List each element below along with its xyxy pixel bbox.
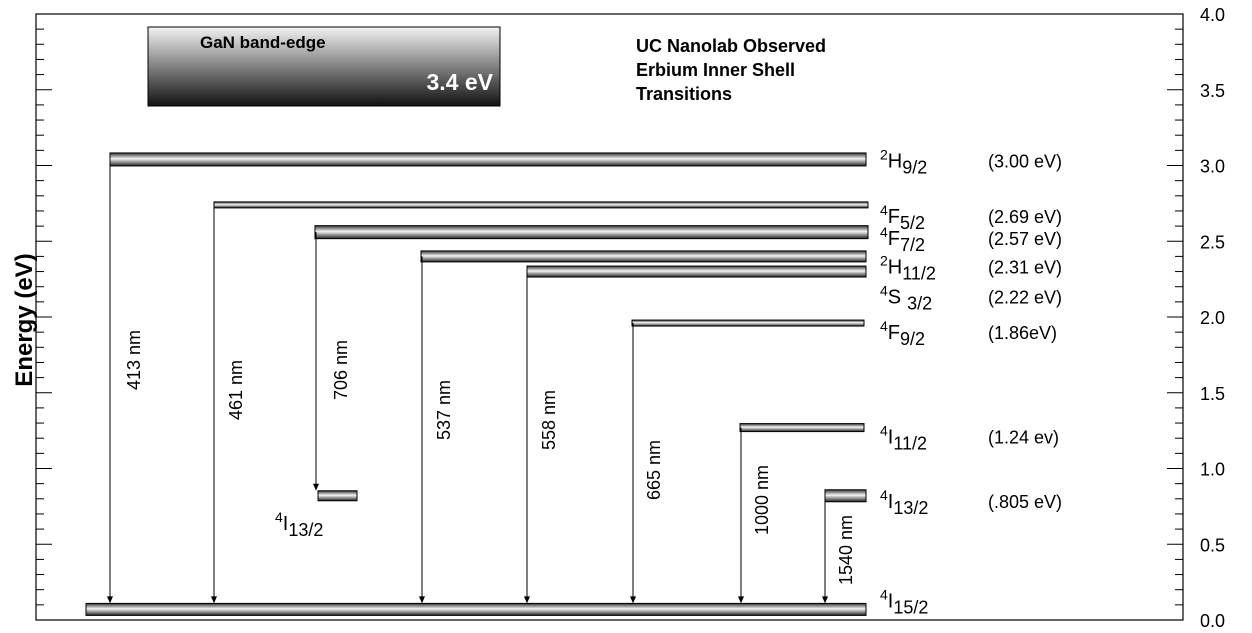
y-tick-label: 2.5 <box>1200 232 1225 252</box>
energy-label: (3.00 eV) <box>988 151 1062 171</box>
term-sup: 4 <box>880 283 888 299</box>
transition-label: 1000 nm <box>752 465 772 535</box>
y-tick-label: 3.0 <box>1200 157 1225 177</box>
term-sub: 13/2 <box>893 498 928 518</box>
term-label: 4F7/2 <box>880 224 925 255</box>
transition-label: 1540 nm <box>836 515 856 585</box>
term-main: H <box>888 256 902 278</box>
transition-label: 706 nm <box>331 340 351 400</box>
arrow-head <box>313 483 319 491</box>
term-sup: 4 <box>880 586 888 602</box>
level-bar <box>739 423 865 433</box>
energy-label: (.805 eV) <box>988 492 1062 512</box>
y-tick-label: 1.5 <box>1200 384 1225 404</box>
term-sub: 5/2 <box>900 213 925 233</box>
term-sub: 15/2 <box>893 597 928 617</box>
y-tick-label: 4.0 <box>1200 5 1225 25</box>
term-sub: 9/2 <box>900 329 925 349</box>
arrow-head <box>738 596 744 604</box>
band-edge-box <box>147 26 501 107</box>
level-bar <box>109 152 867 167</box>
term-label: 4I15/2 <box>880 586 928 617</box>
title: UC Nanolab Observed <box>636 36 826 56</box>
arrow-head <box>107 596 113 604</box>
transition-label: 558 nm <box>539 390 559 450</box>
transition-label: 537 nm <box>434 380 454 440</box>
term-main: F <box>888 206 900 228</box>
y-tick-label: 1.0 <box>1200 460 1225 480</box>
level-bar <box>824 489 867 503</box>
term-label: 4F9/2 <box>880 318 925 349</box>
energy-label: (2.69 eV) <box>988 207 1062 227</box>
term-main: S <box>888 287 901 309</box>
arrow-head <box>630 596 636 604</box>
term-sup: 4 <box>880 487 888 503</box>
band-edge-label: GaN band-edge <box>200 33 326 52</box>
term-main: I <box>888 491 894 513</box>
term-main: F <box>888 322 900 344</box>
y-tick-label: 0.5 <box>1200 535 1225 555</box>
term-label: 4S 3/2 <box>880 283 932 314</box>
term-sub: 13/2 <box>288 520 323 540</box>
energy-label: (2.57 eV) <box>988 229 1062 249</box>
transition-label: 413 nm <box>124 330 144 390</box>
term-main: H <box>888 150 902 172</box>
energy-label: (1.86eV) <box>988 323 1057 343</box>
level-bar <box>526 265 867 278</box>
level-bar <box>85 602 867 616</box>
y-tick-label: 3.5 <box>1200 81 1225 101</box>
term-sub: 11/2 <box>902 263 936 283</box>
term-sub: 11/2 <box>893 434 927 454</box>
term-main: I <box>888 590 894 612</box>
term-label: 4I11/2 <box>880 423 927 454</box>
energy-label: (2.31 eV) <box>988 257 1062 277</box>
y-tick-label: 2.0 <box>1200 308 1225 328</box>
arrow-head <box>524 596 530 604</box>
axis-label: Energy (eV) <box>11 253 38 386</box>
level-bar <box>631 319 865 327</box>
energy-label: (2.22 eV) <box>988 288 1062 308</box>
term-label: 4F5/2 <box>880 202 925 233</box>
level-bar <box>213 201 869 209</box>
level-bar <box>317 490 358 502</box>
energy-label: (1.24 ev) <box>988 428 1059 448</box>
term-sub: 9/2 <box>902 157 927 177</box>
term-sup: 2 <box>880 252 888 268</box>
term-label: 4I13/2 <box>880 487 928 518</box>
arrow-head <box>419 596 425 604</box>
level-bar <box>314 225 869 240</box>
term-main: F <box>888 228 900 250</box>
term-label: 4I13/2 <box>275 509 323 540</box>
term-label: 2H11/2 <box>880 252 936 283</box>
term-sup: 2 <box>880 146 888 162</box>
term-sup: 4 <box>880 318 888 334</box>
term-sup: 4 <box>880 423 888 439</box>
arrow-head <box>211 596 217 604</box>
term-main: I <box>283 513 289 535</box>
arrow-head <box>822 596 828 604</box>
term-main: I <box>888 427 894 449</box>
band-edge-value: 3.4 eV <box>427 69 494 95</box>
term-sup: 4 <box>880 224 888 240</box>
transition-label: 665 nm <box>644 440 664 500</box>
term-sup: 4 <box>275 509 283 525</box>
level-bar <box>420 250 867 263</box>
term-sub: 7/2 <box>900 235 925 255</box>
term-label: 2H9/2 <box>880 146 927 177</box>
term-sup: 4 <box>880 202 888 218</box>
transition-label: 461 nm <box>226 360 246 420</box>
y-tick-label: 0.0 <box>1200 611 1225 631</box>
title: Transitions <box>636 84 732 104</box>
title: Erbium Inner Shell <box>636 60 795 80</box>
term-sub: 3/2 <box>907 294 932 314</box>
